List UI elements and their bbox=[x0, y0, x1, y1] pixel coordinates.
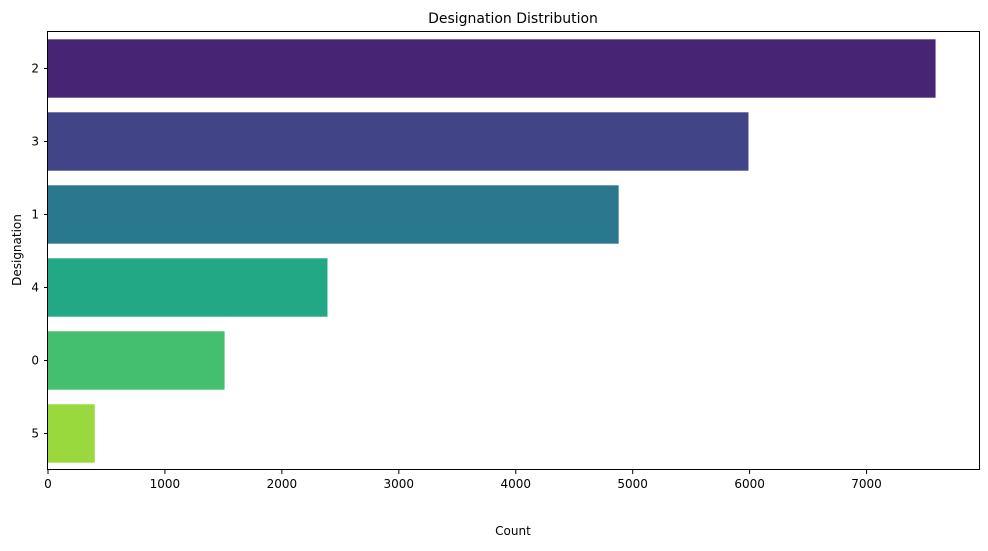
bar-4 bbox=[48, 258, 328, 317]
bar-3 bbox=[48, 112, 749, 171]
plot-frame bbox=[47, 31, 980, 470]
x-tick-label: 3000 bbox=[384, 477, 415, 491]
x-tick-label: 6000 bbox=[734, 477, 765, 491]
bar-0 bbox=[48, 331, 225, 390]
x-tick-label: 7000 bbox=[851, 477, 882, 491]
y-axis-label: Designation bbox=[10, 214, 24, 286]
x-tick-label: 1000 bbox=[150, 477, 181, 491]
bar-1 bbox=[48, 185, 619, 244]
y-tick-label: 4 bbox=[31, 281, 39, 295]
x-axis-label: Count bbox=[495, 524, 531, 538]
y-axis-ticks: 2 3 1 4 0 5 bbox=[31, 62, 48, 441]
x-tick-label: 2000 bbox=[267, 477, 298, 491]
y-tick-label: 1 bbox=[31, 208, 39, 222]
chart-title: Designation Distribution bbox=[428, 11, 598, 27]
y-tick-label: 2 bbox=[31, 62, 39, 76]
x-tick-label: 5000 bbox=[617, 477, 648, 491]
bar-2 bbox=[48, 39, 936, 98]
bar-5 bbox=[48, 404, 95, 463]
x-tick-label: 4000 bbox=[500, 477, 531, 491]
x-tick-label: 0 bbox=[44, 477, 52, 491]
y-tick-label: 5 bbox=[31, 427, 39, 441]
y-tick-label: 0 bbox=[31, 354, 39, 368]
x-axis-ticks: 0 1000 2000 3000 4000 5000 6000 7000 bbox=[44, 470, 882, 491]
bars-group bbox=[48, 39, 936, 463]
y-tick-label: 3 bbox=[31, 135, 39, 149]
